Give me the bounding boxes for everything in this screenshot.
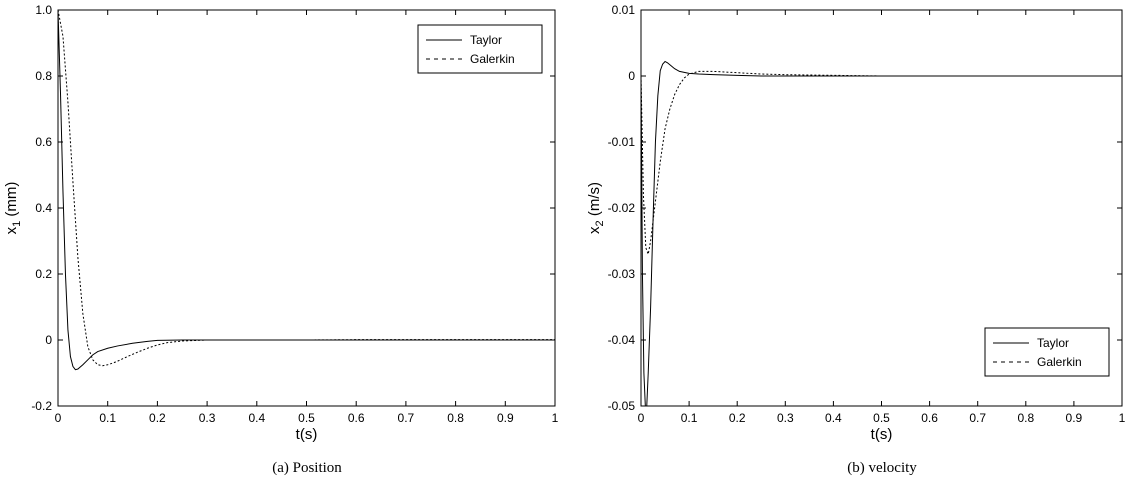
figure-caption: (a) Position xyxy=(272,460,342,476)
chart-panel-2: 0 0.1 0.2 0.3 0.4 0.5 0.6 0.7 0.8 0.9 1 -0.05 -0.04 -… xyxy=(586,3,1126,476)
x-tick-label: 0.9 xyxy=(1066,411,1083,425)
x-tick-label: 0.2 xyxy=(149,411,166,425)
y-axis-label-base: x xyxy=(586,226,603,234)
series-line-galerkin xyxy=(58,10,555,367)
figure-caption: (b) velocity xyxy=(847,460,917,476)
x-tick-label: 0.6 xyxy=(348,411,365,425)
x-tick-label: 0.4 xyxy=(825,411,842,425)
legend-label: Galerkin xyxy=(1037,355,1082,369)
x-tick-label: 1 xyxy=(1119,411,1126,425)
y-tick-label: -0.02 xyxy=(608,201,636,215)
legend: Taylor Galerkin xyxy=(984,327,1110,377)
y-tick-label: 0.01 xyxy=(612,3,636,17)
x-tick-label: 0 xyxy=(638,411,645,425)
legend: Taylor Galerkin xyxy=(417,24,543,74)
y-tick-label: -0.01 xyxy=(608,135,636,149)
x-tick-label: 1 xyxy=(552,411,559,425)
x-tick-label: 0.3 xyxy=(777,411,794,425)
y-tick-label: 0.6 xyxy=(35,135,52,149)
legend-label: Taylor xyxy=(470,33,502,47)
legend-label: Taylor xyxy=(1037,336,1069,350)
x-tick-label: 0.7 xyxy=(398,411,415,425)
y-tick-label: 0.8 xyxy=(35,69,52,83)
y-axis-label-subscript: 2 xyxy=(594,220,606,226)
y-tick-label: -0.05 xyxy=(608,399,636,413)
x-axis-label: t(s) xyxy=(296,426,318,443)
y-tick-label: -0.04 xyxy=(608,333,636,347)
y-tick-label: -0.2 xyxy=(31,399,52,413)
y-axis-label: x2 (m/s) xyxy=(586,182,606,234)
x-tick-label: 0.3 xyxy=(199,411,216,425)
y-tick-label: 1.0 xyxy=(35,3,52,17)
series-line-galerkin xyxy=(641,70,1122,257)
legend-box xyxy=(984,327,1110,377)
y-axis-label-base: x xyxy=(3,226,20,234)
x-tick-label: 0.6 xyxy=(921,411,938,425)
x-tick-label: 0.7 xyxy=(969,411,986,425)
x-tick-label: 0.2 xyxy=(729,411,746,425)
y-tick-label: 0 xyxy=(628,69,635,83)
legend-box xyxy=(417,24,543,74)
x-tick-label: 0.5 xyxy=(298,411,315,425)
legend-label: Galerkin xyxy=(470,52,515,66)
y-tick-label: -0.03 xyxy=(608,267,636,281)
y-axis-label: x1 (mm) xyxy=(3,182,23,235)
y-axis-label-subscript: 1 xyxy=(11,221,23,227)
y-tick-label: 0 xyxy=(45,333,52,347)
y-tick-label: 0.2 xyxy=(35,267,52,281)
chart-panel-1: 0 0.1 0.2 0.3 0.4 0.5 0.6 0.7 0.8 0.9 1-0.200.20.4… xyxy=(3,3,559,476)
series-line-taylor xyxy=(641,60,1122,406)
x-tick-label: 0.9 xyxy=(497,411,514,425)
x-tick-label: 0 xyxy=(55,411,62,425)
y-axis-label-unit: (m/s) xyxy=(586,182,603,220)
x-tick-label: 0.4 xyxy=(248,411,265,425)
x-tick-label: 0.1 xyxy=(681,411,698,425)
x-tick-label: 0.1 xyxy=(99,411,116,425)
y-axis-label-unit: (mm) xyxy=(3,182,20,221)
x-axis-label: t(s) xyxy=(871,426,893,443)
x-tick-label: 0.8 xyxy=(447,411,464,425)
y-tick-label: 0.4 xyxy=(35,201,52,215)
x-tick-label: 0.8 xyxy=(1017,411,1034,425)
x-tick-label: 0.5 xyxy=(873,411,890,425)
